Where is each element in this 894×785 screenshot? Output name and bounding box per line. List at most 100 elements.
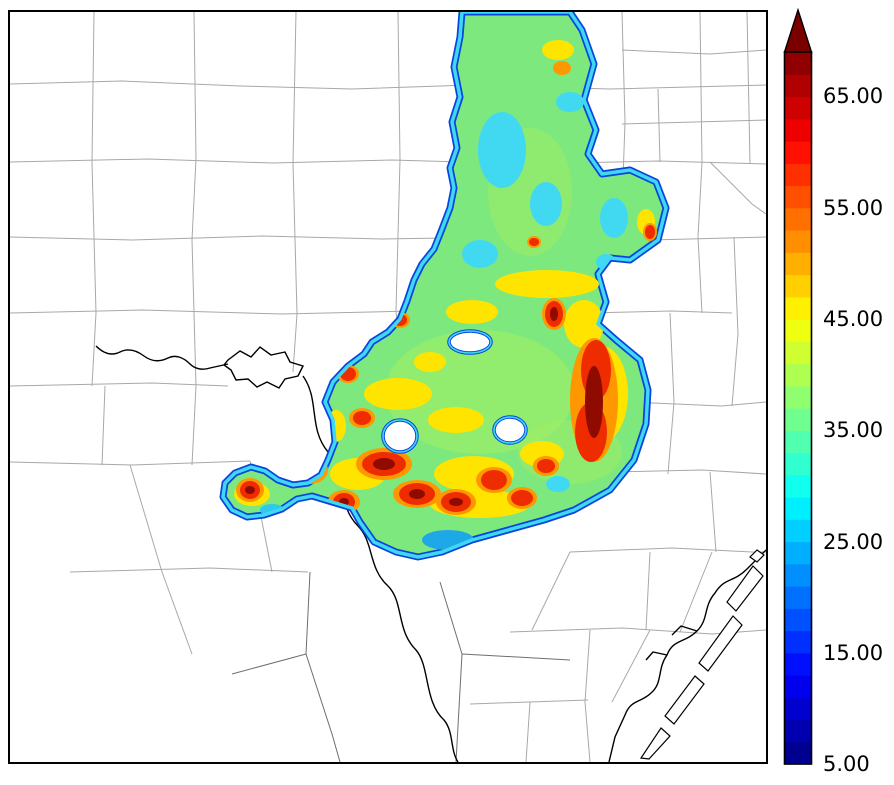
barrier-island	[664, 675, 705, 725]
colorbar-tick-label: 35.00	[823, 418, 884, 442]
hotspot-blob	[529, 238, 539, 246]
county-line	[10, 382, 229, 387]
colorbar-band	[784, 741, 812, 765]
small-island	[749, 549, 765, 563]
county-line	[231, 653, 307, 675]
colorbar-band	[784, 563, 812, 587]
county-line	[731, 236, 739, 407]
colorbar-band	[784, 207, 812, 231]
county-line	[101, 385, 106, 466]
colorbar-band	[784, 341, 812, 365]
hotspot-core	[550, 307, 558, 321]
colorbar-band	[784, 296, 812, 320]
hotspot-core	[304, 465, 316, 475]
colorbar-band	[784, 163, 812, 187]
county-line	[10, 309, 733, 315]
colorbar-band	[784, 608, 812, 632]
map-canvas	[10, 12, 766, 762]
colorbar-border	[783, 51, 813, 765]
county-line	[509, 627, 766, 635]
colorbar-band	[784, 408, 812, 431]
warm-patch	[428, 407, 484, 433]
colorbar-band	[784, 474, 812, 498]
county-line	[746, 12, 751, 165]
colorbar-tick-label: 65.00	[823, 84, 884, 108]
cool-patch	[546, 476, 570, 492]
colorbar-band	[784, 430, 812, 454]
colorbar-band	[784, 452, 812, 476]
county-boundaries	[10, 12, 766, 762]
cool-patch	[422, 530, 474, 550]
hotspot-blob	[511, 490, 533, 506]
county-line	[645, 551, 651, 631]
colorbar-band	[784, 96, 812, 120]
colorbar-bands	[784, 52, 812, 765]
warm-patch	[564, 300, 604, 348]
colorbar-band	[784, 586, 812, 609]
county-line	[621, 119, 766, 125]
county-line	[469, 699, 589, 705]
colorbar-band	[784, 630, 812, 654]
county-line	[10, 158, 766, 165]
county-line	[129, 464, 193, 655]
colorbar-band	[784, 541, 812, 565]
county-line	[569, 547, 766, 553]
warm-patch	[446, 300, 498, 324]
colorbar-canvas	[783, 8, 813, 765]
warm-patch	[542, 40, 574, 60]
county-line	[461, 653, 571, 661]
colorbar-band	[784, 652, 812, 676]
county-line	[10, 460, 251, 466]
hotspot-core	[409, 489, 425, 499]
warm-patch	[414, 352, 446, 372]
colorbar-tick-label: 5.00	[823, 752, 870, 776]
colorbar-band	[784, 385, 812, 409]
hotspot-blob	[353, 411, 371, 425]
county-line	[697, 12, 703, 314]
county-line	[611, 629, 651, 703]
colorbar-band	[784, 141, 812, 164]
county-line	[69, 567, 309, 573]
colorbar-band	[784, 697, 812, 721]
cool-patch	[462, 240, 498, 268]
aquifer-edge-inner	[221, 12, 668, 559]
county-line	[629, 401, 766, 407]
colorbar-band	[784, 675, 812, 698]
colorbar-over-arrow	[783, 8, 813, 53]
hotspot-blob	[645, 225, 655, 239]
colorbar-band	[784, 497, 812, 520]
hotspot-core	[245, 486, 255, 494]
colorbar-band	[784, 252, 812, 276]
county-line	[657, 88, 661, 163]
county-line	[525, 701, 531, 762]
map-panel	[8, 10, 768, 764]
county-line	[191, 12, 197, 466]
cool-patch	[600, 198, 628, 238]
county-line	[531, 551, 571, 631]
colorbar-band	[784, 519, 812, 543]
aquifer-hole	[448, 330, 492, 354]
hotspot-core	[449, 498, 463, 506]
colorbar: 65.00 55.00 45.00 35.00 25.00 15.00 5.00	[783, 8, 894, 785]
aquifer-region	[219, 12, 670, 561]
barrier-island	[639, 727, 671, 760]
bay-inlet	[645, 651, 668, 661]
aquifer-hole	[382, 419, 418, 453]
colorbar-band	[784, 319, 812, 342]
colorbar-band	[784, 363, 812, 387]
colorbar-band	[784, 185, 812, 209]
warm-patch	[495, 270, 599, 298]
lake-outline	[222, 346, 304, 389]
colorbar-tick-label: 15.00	[823, 641, 884, 665]
county-line	[609, 469, 766, 475]
colorbar-band	[784, 274, 812, 298]
county-line	[679, 551, 713, 633]
colorbar-band	[784, 230, 812, 253]
county-line	[667, 312, 675, 475]
orange-patch	[553, 61, 571, 75]
county-line	[709, 161, 766, 215]
hotspot-blob	[537, 459, 555, 473]
county-line	[584, 629, 591, 762]
county-line	[292, 12, 298, 373]
colorbar-tick-label: 55.00	[823, 196, 884, 220]
